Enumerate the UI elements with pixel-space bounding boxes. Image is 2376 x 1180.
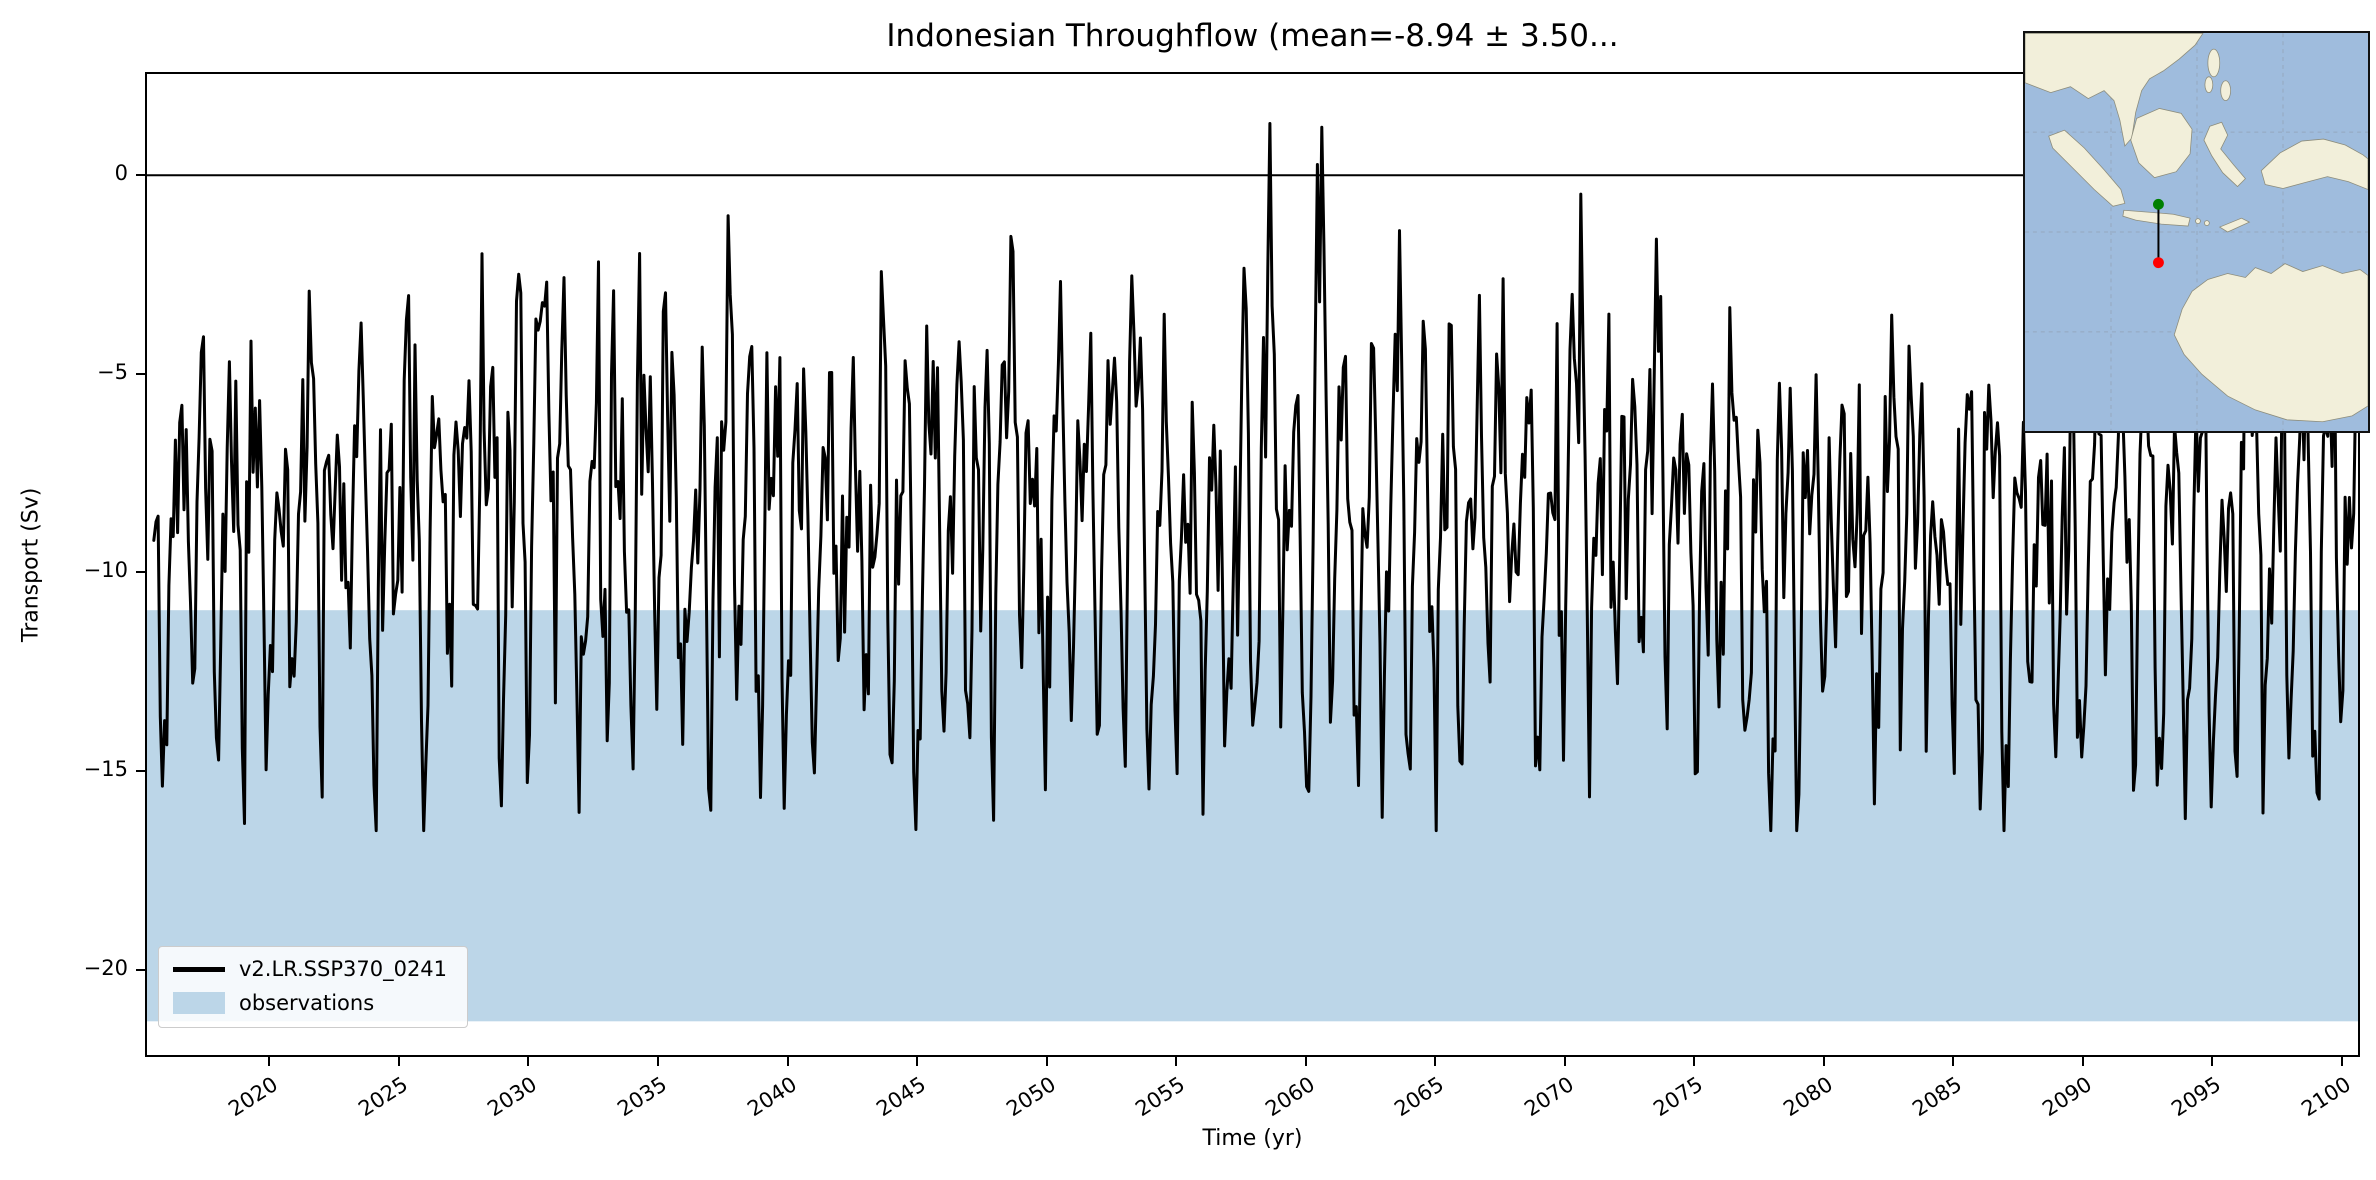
x-tick <box>1952 1057 1955 1066</box>
x-tick <box>2081 1057 2084 1066</box>
sulawesi-island <box>2203 121 2246 188</box>
lesser-sunda-island <box>2195 218 2201 224</box>
legend: v2.LR.SSP370_0241 observations <box>158 946 469 1028</box>
mainland-asia <box>2025 33 2204 147</box>
legend-entry-series: v2.LR.SSP370_0241 <box>173 957 447 981</box>
sumatra-island <box>2048 129 2126 207</box>
timor-island <box>2218 217 2251 233</box>
chart-title: Indonesian Throughflow (mean=-8.94 ± 3.5… <box>886 18 1619 54</box>
philippines-island <box>2207 48 2221 78</box>
y-tick <box>136 770 145 772</box>
x-tick <box>656 1057 659 1066</box>
observations-patch-swatch <box>173 992 225 1014</box>
y-tick <box>136 174 145 177</box>
new-guinea-island <box>2260 138 2368 190</box>
y-axis-label: Transport (Sv) <box>18 487 44 642</box>
itf-south-marker <box>2153 257 2164 269</box>
x-tick <box>1304 1057 1307 1066</box>
philippines-island <box>2220 80 2231 101</box>
y-tick <box>136 968 145 971</box>
x-tick <box>786 1057 789 1066</box>
x-tick <box>916 1057 918 1066</box>
x-tick <box>397 1057 400 1066</box>
legend-label-observations: observations <box>239 991 375 1015</box>
java-island <box>2122 209 2191 227</box>
y-tick-label: 0 <box>114 161 128 186</box>
y-tick-label: −15 <box>83 757 128 781</box>
series-line <box>152 122 2358 833</box>
x-tick <box>268 1057 271 1066</box>
x-tick <box>1563 1057 1566 1066</box>
inset-map <box>2023 31 2370 433</box>
map-landmasses <box>2025 33 2368 423</box>
itf-north-marker <box>2153 198 2164 210</box>
x-tick <box>1693 1057 1696 1066</box>
y-tick-label: −5 <box>97 359 128 384</box>
y-tick-label: −10 <box>83 558 128 583</box>
timeseries-plot <box>145 122 2360 1022</box>
x-tick <box>1434 1057 1437 1066</box>
x-axis-label: Time (yr) <box>1202 1126 1303 1151</box>
australia <box>2173 263 2368 423</box>
itf-section <box>2153 198 2164 269</box>
y-tick <box>136 372 145 375</box>
inset-map-canvas <box>2025 33 2368 431</box>
x-tick <box>1175 1057 1178 1066</box>
philippines-island <box>2204 76 2214 94</box>
legend-label-series: v2.LR.SSP370_0241 <box>239 957 448 981</box>
legend-entry-observations: observations <box>173 991 447 1015</box>
lesser-sunda-island <box>2204 220 2210 226</box>
x-tick <box>1822 1057 1825 1066</box>
x-tick <box>1045 1057 1048 1066</box>
y-tick <box>136 571 145 574</box>
y-tick-label: −20 <box>83 955 128 980</box>
x-tick <box>2340 1057 2343 1066</box>
series-line-swatch <box>173 966 225 972</box>
borneo-island <box>2130 108 2193 179</box>
x-tick <box>2211 1057 2214 1066</box>
x-tick <box>527 1057 530 1066</box>
